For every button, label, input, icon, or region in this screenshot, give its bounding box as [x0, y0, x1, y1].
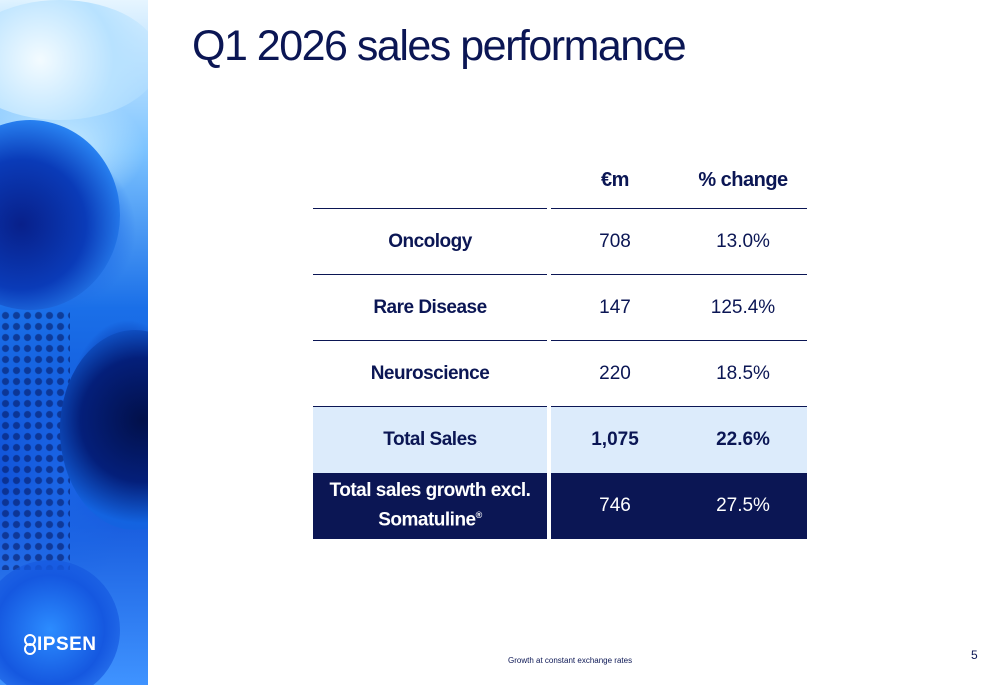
table-header-row: €m % change: [313, 152, 807, 209]
dark-bubble: [60, 330, 148, 530]
row-highlight: [551, 473, 807, 539]
table-row-excl-somatuline: Total sales growth excl. Somatuline® 746…: [313, 473, 807, 539]
row-highlight: [313, 407, 547, 473]
row-change: 13.0%: [716, 231, 770, 252]
page-title: Q1 2026 sales performance: [192, 22, 687, 70]
table-row-total: Total Sales 1,075 22.6%: [313, 407, 807, 473]
row-value: 746: [599, 495, 631, 516]
logo-text: IPSEN: [37, 634, 97, 655]
sales-table: €m % change Oncology 708 13.0% Rare Dise…: [313, 152, 807, 539]
row-change: 22.6%: [716, 429, 770, 450]
divider: [551, 339, 807, 341]
row-value: 147: [599, 297, 631, 318]
divider: [551, 405, 807, 407]
header-value: €m: [601, 169, 629, 191]
light-bubble: [0, 0, 148, 120]
row-highlight: [313, 473, 547, 539]
decorative-side-panel: IPSEN: [0, 0, 148, 685]
table-row: Rare Disease 147 125.4%: [313, 275, 807, 341]
footnote: Growth at constant exchange rates: [508, 656, 633, 665]
header-change: % change: [698, 169, 788, 191]
divider: [313, 207, 547, 209]
divider: [313, 273, 547, 275]
row-value: 220: [599, 363, 631, 384]
row-change: 18.5%: [716, 363, 770, 384]
divider: [551, 273, 807, 275]
row-label: Total Sales: [383, 429, 477, 450]
row-label: Oncology: [388, 231, 472, 252]
header-label: [313, 152, 547, 209]
row-value: 1,075: [591, 429, 639, 450]
ipsen-logo-icon: [22, 634, 36, 656]
bright-bubble: [0, 560, 120, 685]
row-change: 27.5%: [716, 495, 770, 516]
registered-mark: ®: [475, 510, 483, 521]
row-label: Rare Disease: [373, 297, 487, 318]
ipsen-logo: IPSEN: [22, 634, 97, 656]
product-name: Somatuline: [378, 509, 476, 531]
row-highlight: [551, 407, 807, 473]
row-change: 125.4%: [710, 297, 776, 318]
row-label-line2: Somatuline®: [378, 503, 482, 532]
table-row: Oncology 708 13.0%: [313, 209, 807, 275]
divider: [313, 405, 547, 407]
table-row: Neuroscience 220 18.5%: [313, 341, 807, 407]
row-value: 708: [599, 231, 631, 252]
divider: [551, 207, 807, 209]
row-label: Total sales growth excl. Somatuline®: [313, 473, 547, 539]
dot-texture: [0, 310, 70, 570]
row-label-line1: Total sales growth excl.: [329, 480, 531, 502]
page-number: 5: [971, 648, 978, 662]
row-label: Neuroscience: [370, 363, 490, 384]
divider: [313, 339, 547, 341]
blue-bubble: [0, 120, 120, 310]
